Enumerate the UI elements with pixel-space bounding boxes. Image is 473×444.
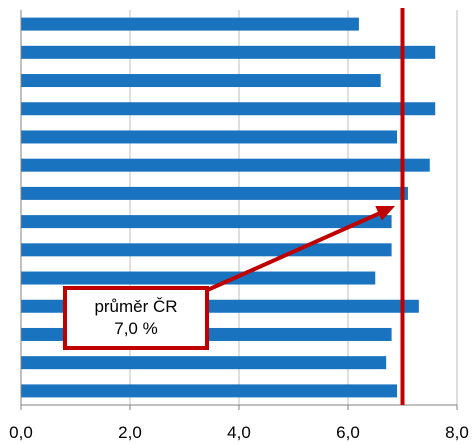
bar bbox=[21, 102, 436, 116]
x-tick-label: 0,0 bbox=[9, 423, 33, 442]
x-axis bbox=[20, 10, 458, 410]
bar bbox=[21, 158, 430, 172]
annotation-box bbox=[63, 286, 209, 350]
bar bbox=[21, 130, 398, 144]
bar bbox=[21, 45, 436, 59]
bar bbox=[21, 356, 387, 370]
annotation-label: průměr ČR bbox=[94, 297, 177, 316]
bar bbox=[21, 17, 359, 31]
x-tick-label: 8,0 bbox=[445, 423, 469, 442]
bar bbox=[21, 243, 392, 257]
bar bbox=[21, 384, 398, 398]
x-tick-label: 4,0 bbox=[227, 423, 251, 442]
bar bbox=[21, 215, 392, 229]
bar bbox=[21, 186, 408, 200]
x-tick-label: 6,0 bbox=[336, 423, 360, 442]
annotation-value: 7,0 % bbox=[114, 319, 157, 338]
x-tick-label: 2,0 bbox=[118, 423, 142, 442]
annotation-arrow-head bbox=[375, 206, 395, 221]
bar bbox=[21, 74, 381, 88]
annotation-arrow bbox=[202, 208, 388, 294]
bar bbox=[21, 271, 376, 285]
average-annotation: průměr ČR 7,0 % bbox=[63, 206, 395, 350]
x-tick-labels: 0,0 2,0 4,0 6,0 8,0 bbox=[9, 423, 469, 442]
